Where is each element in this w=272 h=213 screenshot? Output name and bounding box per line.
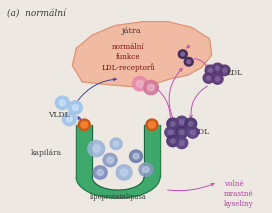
Circle shape	[212, 74, 223, 84]
Circle shape	[171, 139, 175, 143]
Polygon shape	[76, 177, 160, 198]
Circle shape	[188, 122, 193, 126]
Circle shape	[129, 150, 143, 163]
Circle shape	[93, 166, 107, 179]
Circle shape	[92, 145, 100, 152]
Polygon shape	[144, 125, 160, 177]
Circle shape	[110, 138, 122, 150]
Circle shape	[146, 119, 158, 131]
Circle shape	[180, 130, 184, 134]
Circle shape	[178, 50, 187, 58]
Circle shape	[113, 141, 119, 146]
Circle shape	[143, 80, 158, 95]
Circle shape	[169, 130, 173, 134]
Text: normální
funkce
LDL-receptorů: normální funkce LDL-receptorů	[101, 43, 155, 72]
Circle shape	[133, 153, 139, 159]
Text: kapilára: kapilára	[30, 149, 62, 157]
Circle shape	[103, 153, 117, 167]
Circle shape	[187, 127, 199, 138]
Circle shape	[97, 170, 103, 176]
Circle shape	[66, 116, 72, 122]
Circle shape	[171, 122, 175, 126]
Text: volné
mrastné
kyseliny: volné mrastné kyseliny	[224, 180, 253, 208]
Circle shape	[209, 68, 213, 72]
Text: LDL: LDL	[227, 69, 243, 77]
Circle shape	[212, 63, 223, 74]
Circle shape	[167, 135, 179, 147]
Circle shape	[184, 58, 193, 66]
Circle shape	[216, 66, 220, 70]
Circle shape	[116, 165, 132, 180]
Circle shape	[137, 80, 143, 87]
Circle shape	[216, 77, 220, 81]
Circle shape	[62, 112, 76, 126]
Circle shape	[88, 141, 105, 157]
Circle shape	[167, 118, 179, 130]
Circle shape	[59, 100, 65, 106]
Circle shape	[207, 76, 211, 80]
Text: (a)  normální: (a) normální	[7, 8, 66, 17]
Circle shape	[55, 96, 69, 109]
Circle shape	[72, 105, 78, 110]
Circle shape	[107, 157, 113, 163]
Circle shape	[149, 121, 155, 128]
Circle shape	[176, 127, 188, 138]
Circle shape	[180, 120, 184, 124]
Circle shape	[81, 121, 88, 128]
Circle shape	[165, 127, 177, 138]
Text: lipoproteinlipasa: lipoproteinlipasa	[90, 193, 147, 201]
Circle shape	[187, 60, 190, 63]
Circle shape	[205, 65, 216, 76]
Text: IDL: IDL	[196, 128, 210, 136]
Circle shape	[176, 116, 188, 128]
Circle shape	[219, 65, 230, 76]
Circle shape	[180, 141, 184, 145]
Circle shape	[78, 119, 90, 131]
Text: játra: játra	[122, 27, 142, 35]
Circle shape	[190, 130, 195, 134]
Text: VLDL: VLDL	[48, 111, 70, 119]
Circle shape	[203, 73, 214, 83]
Polygon shape	[76, 125, 92, 177]
Polygon shape	[72, 22, 212, 86]
Circle shape	[68, 101, 82, 114]
Circle shape	[176, 137, 188, 149]
Circle shape	[132, 76, 147, 91]
Circle shape	[147, 84, 154, 91]
Circle shape	[120, 169, 128, 176]
Circle shape	[139, 163, 153, 176]
Circle shape	[185, 118, 197, 130]
Circle shape	[222, 68, 227, 72]
Circle shape	[181, 52, 184, 56]
Circle shape	[143, 167, 149, 173]
